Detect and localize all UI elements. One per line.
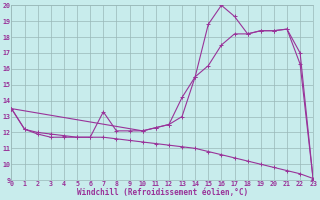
X-axis label: Windchill (Refroidissement éolien,°C): Windchill (Refroidissement éolien,°C) (77, 188, 248, 197)
